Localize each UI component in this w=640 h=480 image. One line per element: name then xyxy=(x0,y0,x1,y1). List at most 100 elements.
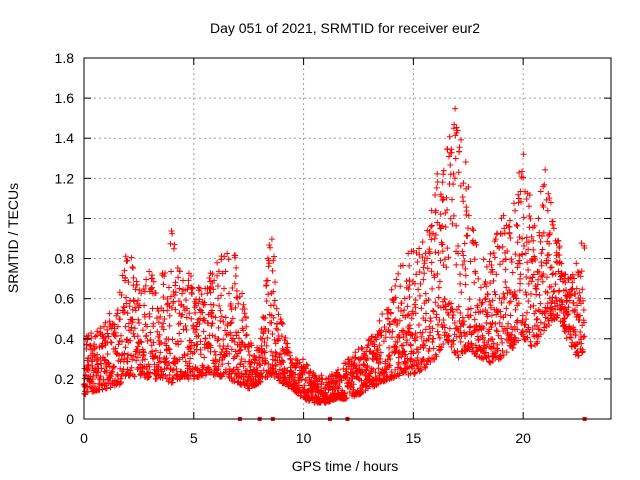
data-point xyxy=(151,353,158,360)
data-point xyxy=(490,340,497,347)
data-point xyxy=(392,316,399,323)
data-point xyxy=(388,369,395,376)
data-point xyxy=(434,170,441,177)
data-point xyxy=(401,295,408,302)
data-point xyxy=(526,329,533,336)
data-point xyxy=(407,356,414,363)
data-point xyxy=(215,335,222,342)
data-point xyxy=(537,331,544,338)
data-point xyxy=(111,325,118,332)
data-point xyxy=(220,318,227,325)
data-point xyxy=(567,325,574,332)
data-point xyxy=(426,228,433,235)
data-point xyxy=(256,361,263,368)
data-point xyxy=(246,352,253,359)
data-point xyxy=(209,313,216,320)
data-point xyxy=(500,212,507,219)
data-point xyxy=(430,308,437,315)
data-point xyxy=(533,286,540,293)
data-point xyxy=(426,323,433,330)
data-point xyxy=(138,290,145,297)
data-point xyxy=(578,240,585,247)
data-point xyxy=(453,124,460,131)
data-point xyxy=(523,309,530,316)
y-tick-label: 1.2 xyxy=(55,170,75,186)
data-point xyxy=(99,343,106,350)
data-point xyxy=(194,341,201,348)
data-point xyxy=(282,334,289,341)
x-tick-label: 10 xyxy=(296,430,312,446)
data-point xyxy=(254,367,261,374)
data-point xyxy=(486,359,493,366)
data-point xyxy=(212,314,219,321)
data-point xyxy=(148,285,155,292)
data-point xyxy=(455,169,462,176)
data-point xyxy=(469,225,476,232)
data-point xyxy=(478,300,485,307)
data-point xyxy=(98,365,105,372)
data-point xyxy=(118,379,125,386)
data-point xyxy=(170,245,177,252)
data-point xyxy=(429,285,436,292)
data-point xyxy=(106,318,113,325)
data-point xyxy=(235,329,242,336)
data-point xyxy=(529,326,536,333)
data-point xyxy=(561,315,568,322)
data-point xyxy=(462,158,469,165)
data-point xyxy=(412,330,419,337)
data-point xyxy=(459,248,466,255)
data-point xyxy=(456,144,463,151)
data-point xyxy=(240,301,247,308)
data-point xyxy=(482,278,489,285)
data-point xyxy=(184,351,191,358)
data-point xyxy=(500,351,507,358)
data-point xyxy=(437,211,444,218)
data-point xyxy=(374,345,381,352)
data-point xyxy=(186,363,193,370)
data-point xyxy=(239,317,246,324)
data-point xyxy=(133,357,140,364)
data-point xyxy=(187,272,194,279)
data-point xyxy=(461,257,468,264)
data-point xyxy=(482,295,489,302)
data-point xyxy=(441,296,448,303)
data-point xyxy=(222,327,229,334)
data-point xyxy=(174,265,181,272)
data-point xyxy=(445,332,452,339)
data-point xyxy=(581,319,588,326)
data-point xyxy=(299,356,306,363)
data-point xyxy=(121,267,128,274)
data-point xyxy=(173,366,180,373)
data-point xyxy=(270,302,277,309)
data-point xyxy=(514,239,521,246)
data-point xyxy=(540,229,547,236)
data-point xyxy=(489,297,496,304)
data-point xyxy=(260,330,267,337)
data-point xyxy=(540,203,547,210)
data-point xyxy=(577,312,584,319)
data-point xyxy=(408,355,415,362)
data-point xyxy=(280,359,287,366)
data-point xyxy=(449,314,456,321)
data-point xyxy=(155,308,162,315)
data-point xyxy=(188,339,195,346)
data-point xyxy=(127,327,134,334)
data-point xyxy=(351,355,358,362)
data-point xyxy=(363,367,370,374)
data-point xyxy=(440,316,447,323)
data-point xyxy=(196,285,203,292)
data-point xyxy=(172,279,179,286)
data-point xyxy=(458,289,465,296)
data-point xyxy=(510,200,517,207)
data-point xyxy=(184,286,191,293)
data-point xyxy=(165,345,172,352)
data-point xyxy=(451,319,458,326)
data-point xyxy=(378,332,385,339)
data-point xyxy=(87,342,94,349)
y-tick-label: 0.2 xyxy=(55,371,75,387)
data-point xyxy=(306,369,313,376)
data-point xyxy=(150,320,157,327)
data-point xyxy=(364,364,371,371)
data-point xyxy=(442,329,449,336)
data-point xyxy=(212,333,219,340)
